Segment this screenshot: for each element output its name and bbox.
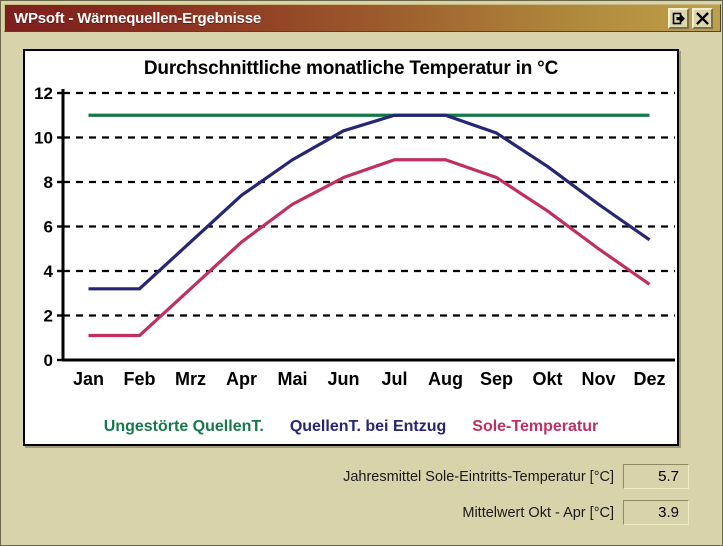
y-tick-label: 0 [44,351,53,370]
x-tick-label: Sep [480,369,513,389]
data-series-lines [88,113,651,338]
y-tick-label: 12 [34,84,53,103]
x-axis-tick-labels: Jan Feb Mrz Apr Mai Jun Jul Aug Sep Okt Nov Dez [73,369,666,389]
x-tick-label: Apr [226,369,257,389]
chart-legend: Ungestörte QuellenT. QuellenT. bei Entzug… [25,418,677,436]
x-tick-label: Aug [428,369,463,389]
y-tick-label: 2 [44,307,53,326]
readout-row-jahresmittel: Jahresmittel Sole-Eintritts-Temperatur [… [343,464,689,489]
y-tick-label: 8 [44,173,53,192]
y-tick-label: 10 [34,129,53,148]
chart-panel: Durchschnittliche monatliche Temperatur … [23,49,679,446]
series-line [88,158,651,338]
series-line [88,113,651,291]
temperature-line-chart: 0 2 4 6 8 10 12 Jan Feb Mrz Apr Mai Jun Jul Aug Sep Okt… [34,84,675,389]
plot-area: 0 2 4 6 8 10 12 Jan Feb Mrz Apr Mai Jun Jul Aug Sep Okt… [25,51,681,448]
readout-row-mittelwert: Mittelwert Okt - Apr [°C] 3.9 [462,500,689,525]
x-tick-label: Okt [532,369,562,389]
chart-title: Durchschnittliche monatliche Temperatur … [143,58,559,79]
x-tick-label: Jun [327,369,359,389]
y-axis-tick-labels: 0 2 4 6 8 10 12 [34,84,53,370]
legend-item: QuellenT. bei Entzug [289,418,447,435]
x-tick-label: Jul [381,369,407,389]
y-tick-label: 4 [44,262,54,281]
x-tick-label: Jan [73,369,104,389]
x-tick-label: Nov [581,369,615,389]
title-bar: WPsoft - Wärmequellen-Ergebnisse [4,4,721,32]
legend-item: Ungestörte QuellenT. [103,418,264,435]
x-tick-label: Dez [633,369,665,389]
axes [57,89,675,362]
x-tick-label: Mrz [175,369,206,389]
readout-value-jahresmittel: 5.7 [623,464,689,489]
close-icon [696,11,709,25]
close-button[interactable] [692,7,713,29]
x-tick-label: Feb [123,369,155,389]
readout-label: Mittelwert Okt - Apr [°C] [462,504,614,521]
gridlines [63,91,675,317]
readout-label: Jahresmittel Sole-Eintritts-Temperatur [… [343,468,614,485]
window-title: WPsoft - Wärmequellen-Ergebnisse [14,9,261,27]
x-tick-label: Mai [277,369,307,389]
readout-value-mittelwert: 3.9 [623,500,689,525]
y-tick-label: 6 [44,218,53,237]
legend-item: Sole-Temperatur [472,418,599,435]
title-bar-button-group [668,7,720,29]
restore-icon [672,12,685,25]
restore-button[interactable] [668,7,689,29]
